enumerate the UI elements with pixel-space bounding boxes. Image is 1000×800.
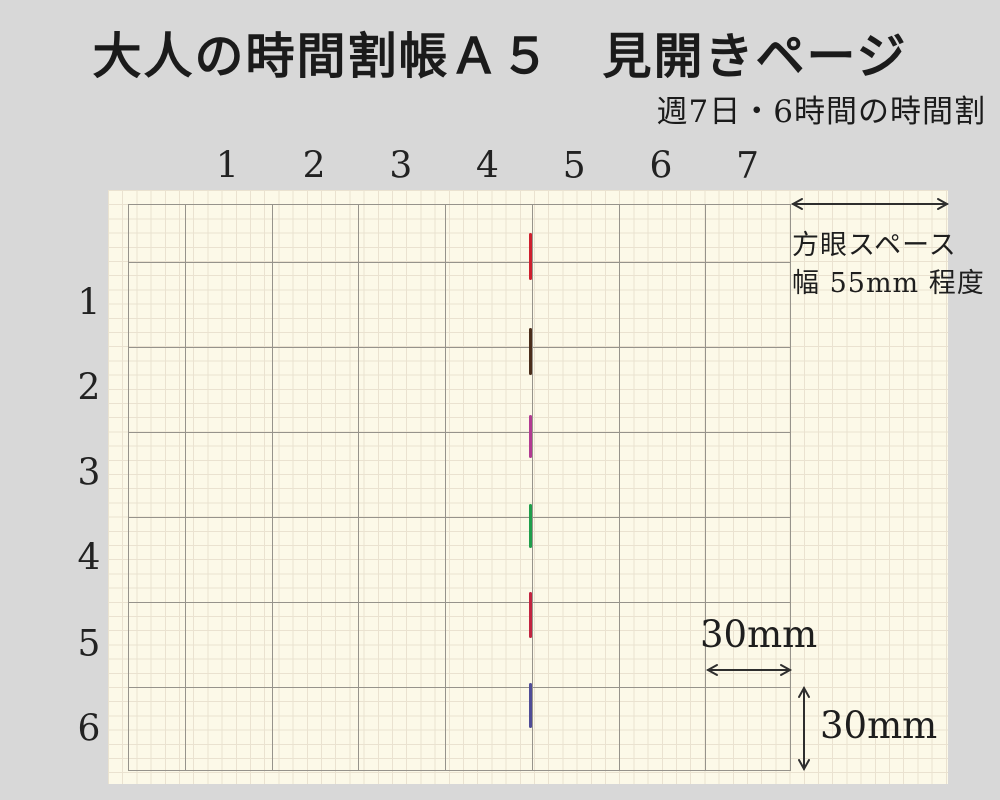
column-label-6: 6 [649, 145, 673, 187]
gutter-mark-2 [528, 328, 533, 375]
page-title: 大人の時間割帳Ａ５ 見開きページ [92, 27, 908, 85]
grid-space-note-line1: 方眼スペース [792, 230, 957, 261]
grid-line [271, 205, 273, 770]
grid-line [185, 205, 186, 770]
gutter-mark-5 [528, 592, 533, 638]
gutter-mark-4 [528, 504, 533, 548]
grid-line [129, 602, 790, 603]
grid-line [705, 205, 707, 770]
grid-line [531, 205, 533, 770]
column-label-4: 4 [476, 145, 499, 187]
grid-line [129, 516, 790, 518]
graph-paper [108, 190, 948, 784]
row-label-2: 2 [77, 367, 101, 409]
row-label-6: 6 [77, 708, 101, 750]
grid-line [445, 205, 447, 770]
gutter-mark-3 [528, 415, 533, 458]
grid-line [358, 205, 360, 770]
column-label-5: 5 [562, 145, 586, 187]
grid-line [129, 346, 790, 348]
grid-line [129, 687, 790, 689]
row-label-5: 5 [77, 623, 101, 665]
grid-line [129, 261, 790, 263]
gutter-mark-6 [528, 683, 533, 728]
grid-line [129, 431, 790, 433]
row-label-4: 4 [77, 537, 101, 579]
gutter-mark-1 [528, 233, 533, 280]
row-height-label: 30mm [820, 704, 938, 747]
row-label-3: 3 [77, 452, 101, 494]
timetable-frame [128, 204, 791, 771]
column-label-1: 1 [215, 145, 239, 187]
row-label-1: 1 [77, 282, 101, 324]
grid-space-note-line2: 幅 55mm 程度 [792, 268, 985, 299]
column-label-3: 3 [389, 145, 413, 187]
column-width-label: 30mm [700, 613, 818, 656]
column-label-7: 7 [736, 145, 760, 187]
page-subtitle: 週7日・6時間の時間割 [656, 94, 986, 130]
column-label-2: 2 [302, 145, 326, 187]
grid-space-note: 方眼スペース 幅 55mm 程度 [792, 227, 985, 303]
grid-line [618, 205, 620, 770]
